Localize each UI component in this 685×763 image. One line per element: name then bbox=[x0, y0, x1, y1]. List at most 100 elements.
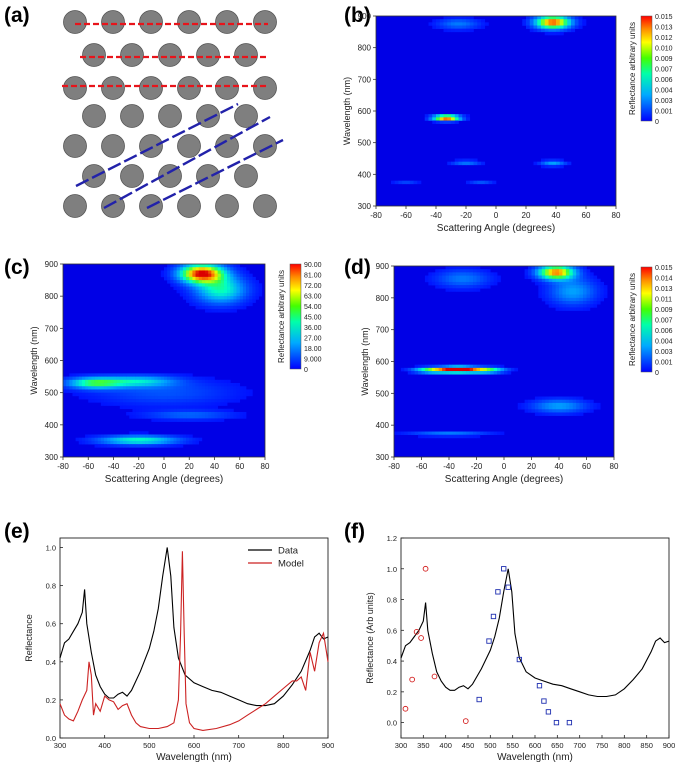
heatmap-cell bbox=[160, 376, 165, 381]
colorbar bbox=[640, 15, 653, 122]
heatmap-cell bbox=[449, 272, 453, 276]
heatmap-cell bbox=[473, 180, 478, 185]
heatmap-cell bbox=[524, 409, 529, 413]
heatmap-cell bbox=[586, 297, 591, 302]
heatmap-cell bbox=[421, 371, 426, 375]
heatmap-cell bbox=[145, 389, 149, 393]
heatmap-cell bbox=[541, 25, 546, 29]
heatmap-cell bbox=[119, 402, 124, 406]
heatmap-cell bbox=[173, 276, 177, 281]
heatmap-cell bbox=[469, 278, 474, 283]
x-tick-label: 450 bbox=[462, 741, 475, 750]
heatmap-cell bbox=[160, 402, 165, 406]
heatmap-cell bbox=[170, 264, 174, 268]
lattice-sphere bbox=[215, 10, 239, 34]
heatmap-cell bbox=[220, 299, 225, 303]
x-tick-label: 350 bbox=[417, 741, 430, 750]
heatmap-cell bbox=[179, 415, 184, 419]
heatmap-cell bbox=[435, 431, 439, 436]
heatmap-cell bbox=[473, 281, 477, 286]
heatmap-cell bbox=[562, 278, 567, 283]
heatmap-cell bbox=[217, 383, 222, 387]
heatmap-cell bbox=[198, 283, 203, 287]
heatmap-cell bbox=[208, 305, 212, 310]
heatmap-cell bbox=[497, 431, 501, 436]
heatmap-cell bbox=[72, 386, 76, 390]
heatmap-cell bbox=[126, 392, 130, 397]
heatmap-cell bbox=[567, 19, 572, 23]
heatmap-cell bbox=[586, 269, 591, 273]
heatmap-cell bbox=[72, 392, 76, 397]
heatmap-cell bbox=[236, 411, 241, 416]
heatmap-cell bbox=[230, 383, 234, 387]
heatmap-cell bbox=[100, 386, 105, 390]
heatmap-cell bbox=[148, 399, 152, 403]
heatmap-cell bbox=[132, 444, 136, 448]
heatmap-cell bbox=[438, 431, 443, 436]
heatmap-cell bbox=[192, 264, 196, 268]
heatmap-cell bbox=[578, 25, 583, 29]
heatmap-cell bbox=[462, 114, 467, 118]
heatmap-cell bbox=[214, 267, 218, 271]
heatmap-cell bbox=[545, 281, 549, 286]
heatmap-cell bbox=[572, 412, 577, 416]
heatmap-cell bbox=[160, 418, 165, 422]
heatmap-cell bbox=[160, 270, 165, 274]
heatmap-cell bbox=[119, 405, 124, 410]
heatmap-cell bbox=[220, 415, 225, 419]
heatmap-cell bbox=[223, 296, 228, 300]
heatmap-cell bbox=[559, 281, 563, 286]
heatmap-cell bbox=[170, 437, 174, 442]
heatmap-cell bbox=[132, 402, 136, 406]
heatmap-cell bbox=[214, 408, 218, 413]
heatmap-cell bbox=[189, 383, 193, 387]
heatmap-cell bbox=[217, 280, 222, 284]
heatmap-cell bbox=[507, 367, 512, 372]
heatmap-cell bbox=[208, 402, 212, 406]
heatmap-cell bbox=[589, 278, 594, 283]
heatmap-cell bbox=[157, 415, 162, 419]
heatmap-cell bbox=[236, 286, 241, 291]
heatmap-cell bbox=[182, 437, 187, 442]
heatmap-cell bbox=[572, 409, 577, 413]
heatmap-cell bbox=[469, 266, 474, 270]
heatmap-cell bbox=[447, 16, 452, 20]
heatmap-cell bbox=[145, 408, 149, 413]
blue-square-point bbox=[486, 638, 492, 644]
heatmap-cell bbox=[582, 22, 587, 26]
heatmap-cell bbox=[72, 379, 76, 384]
heatmap-cell bbox=[145, 411, 149, 416]
y-tick-label: 0.6 bbox=[387, 626, 397, 635]
lattice-sphere bbox=[215, 76, 239, 100]
heatmap-cell bbox=[100, 440, 105, 445]
heatmap-cell bbox=[227, 267, 231, 271]
heatmap-cell bbox=[398, 180, 403, 185]
heatmap-cell bbox=[230, 292, 234, 297]
heatmap-cell bbox=[97, 437, 102, 442]
heatmap-cell bbox=[94, 434, 99, 438]
heatmap-cell bbox=[107, 379, 111, 384]
heatmap-cell bbox=[113, 386, 117, 390]
heatmap-cell bbox=[138, 437, 143, 442]
heatmap-cell bbox=[119, 376, 124, 381]
heatmap-cell bbox=[559, 164, 564, 169]
heatmap-cell bbox=[211, 302, 215, 307]
heatmap-cell bbox=[192, 383, 196, 387]
heatmap-cell bbox=[220, 292, 225, 297]
heatmap-cell bbox=[567, 22, 572, 26]
heatmap-cell bbox=[466, 288, 470, 292]
heatmap-cell bbox=[462, 367, 467, 372]
heatmap-cell bbox=[182, 270, 187, 274]
heatmap-cell bbox=[500, 431, 505, 436]
heatmap-cell bbox=[545, 396, 549, 400]
heatmap-cell bbox=[459, 275, 464, 280]
heatmap-cell bbox=[97, 444, 102, 448]
heatmap-cell bbox=[479, 278, 484, 283]
heatmap-cell bbox=[189, 276, 193, 281]
heatmap-cell bbox=[91, 395, 95, 400]
heatmap-cell bbox=[552, 16, 557, 20]
heatmap-cell bbox=[559, 288, 563, 292]
heatmap-cell bbox=[205, 383, 209, 387]
heatmap-cell bbox=[486, 431, 491, 436]
heatmap-cell bbox=[455, 278, 460, 283]
